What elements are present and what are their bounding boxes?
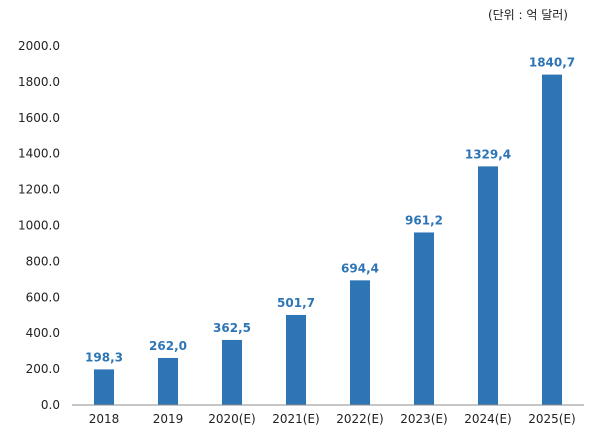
- bar: [350, 280, 370, 405]
- bar: [158, 357, 178, 405]
- bar: [542, 74, 562, 405]
- bar: [222, 339, 242, 405]
- y-tick-label: 600.0: [26, 290, 60, 304]
- x-tick-label: 2023(E): [400, 412, 447, 426]
- data-label: 262,0: [149, 339, 187, 353]
- x-tick-label: 2019: [153, 412, 184, 426]
- x-tick-label: 2024(E): [464, 412, 511, 426]
- data-label: 1329,4: [465, 147, 511, 161]
- y-tick-label: 200.0: [26, 362, 60, 376]
- bar: [414, 232, 434, 405]
- y-axis: 0.0 200.0 400.0 600.0 800.0 1000.0 1200.0 1400.…: [18, 39, 60, 412]
- data-label: 362,5: [213, 321, 251, 335]
- y-tick-label: 1600.0: [18, 111, 60, 125]
- data-label: 694,4: [341, 261, 379, 275]
- bar: [94, 369, 114, 405]
- x-axis: 2018 2019 2020(E) 2021(E) 2022(E) 2023(E) 2024…: [72, 404, 584, 426]
- data-label: 198,3: [85, 350, 123, 364]
- unit-note: (단위 : 억 달러): [487, 8, 568, 22]
- y-tick-label: 1800.0: [18, 75, 60, 89]
- bar: [286, 314, 306, 405]
- bar: [478, 166, 498, 405]
- bars: [94, 74, 562, 405]
- y-tick-label: 2000.0: [18, 39, 60, 53]
- y-tick-label: 400.0: [26, 326, 60, 340]
- x-tick-label: 2025(E): [528, 412, 575, 426]
- data-label: 501,7: [277, 296, 315, 310]
- y-tick-label: 0.0: [41, 398, 60, 412]
- x-tick-label: 2020(E): [208, 412, 255, 426]
- y-tick-label: 1200.0: [18, 183, 60, 197]
- y-tick-label: 1000.0: [18, 219, 60, 233]
- x-tick-label: 2021(E): [272, 412, 319, 426]
- y-tick-label: 1400.0: [18, 147, 60, 161]
- data-label: 1840,7: [529, 56, 575, 70]
- x-tick-label: 2022(E): [336, 412, 383, 426]
- data-label: 961,2: [405, 213, 443, 227]
- data-labels: 198,3 262,0 362,5 501,7 694,4 961,2 1329,4 1840…: [85, 56, 575, 365]
- x-tick-label: 2018: [89, 412, 120, 426]
- y-tick-label: 800.0: [26, 254, 60, 268]
